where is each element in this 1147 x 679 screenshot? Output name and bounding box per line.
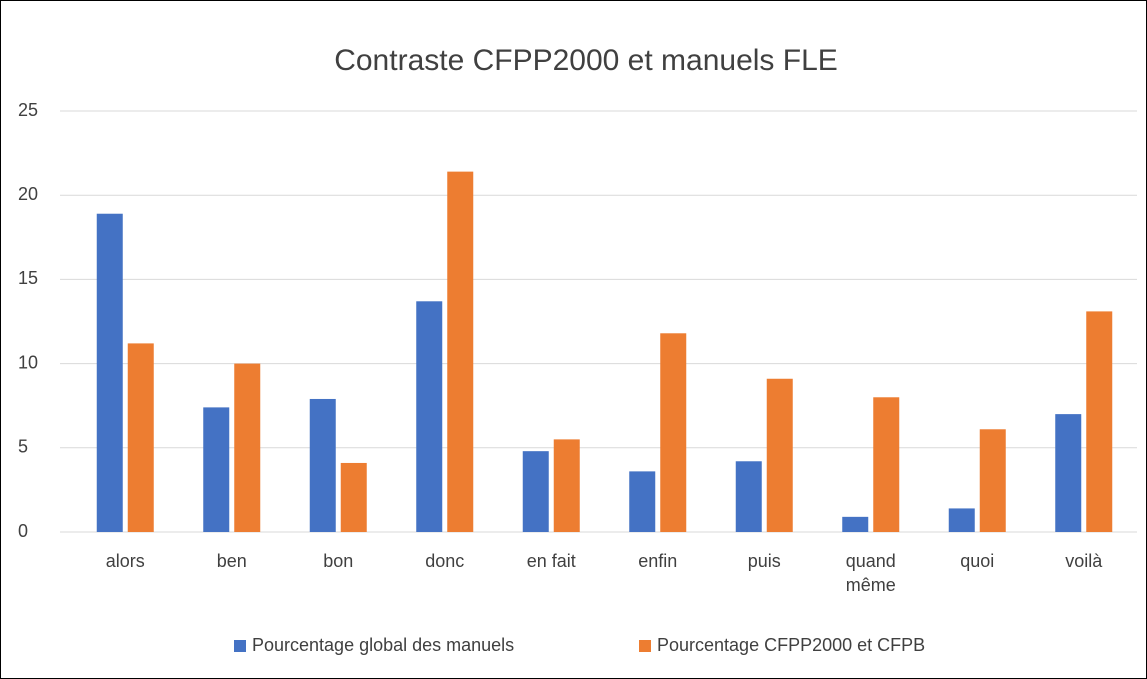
bar [842, 516, 869, 532]
x-tick-label: donc [425, 551, 465, 571]
bar [735, 461, 762, 532]
legend-swatch [234, 640, 246, 652]
bar [127, 343, 154, 532]
bar [522, 451, 549, 532]
bar [979, 429, 1006, 532]
legend-label: Pourcentage global des manuels [252, 635, 514, 655]
x-tick-label: ben [216, 551, 247, 571]
y-tick-label: 10 [18, 352, 38, 372]
y-tick-label: 0 [18, 521, 28, 541]
bar [234, 363, 261, 532]
bar [660, 333, 687, 532]
x-tick-label: puis [747, 551, 781, 571]
bar [309, 398, 336, 532]
bar [948, 508, 975, 532]
y-tick-label: 15 [18, 268, 38, 288]
x-tick-label: voilà [1065, 551, 1103, 571]
y-tick-label: 20 [18, 184, 38, 204]
bar [203, 407, 230, 532]
bar [629, 471, 656, 532]
legend-label: Pourcentage CFPP2000 et CFPB [657, 635, 925, 655]
bar [96, 213, 123, 532]
x-tick-label: enfin [638, 551, 678, 571]
legend-swatch [639, 640, 651, 652]
bar [553, 439, 580, 532]
bar [416, 301, 443, 532]
x-tick-label: alors [105, 551, 145, 571]
bar [766, 378, 793, 532]
chart-title: Contraste CFPP2000 et manuels FLE [334, 44, 838, 77]
x-tick-label: quoi [960, 551, 995, 571]
x-tick-label: bon [323, 551, 354, 571]
y-tick-label: 25 [18, 100, 38, 120]
bar [447, 171, 474, 532]
y-tick-label: 5 [18, 437, 28, 457]
x-tick-label: en fait [526, 551, 576, 571]
bar [1055, 414, 1082, 532]
bar [1086, 311, 1113, 532]
bar [340, 462, 367, 532]
bar [873, 397, 900, 532]
x-tick-label: quand même [845, 551, 896, 595]
